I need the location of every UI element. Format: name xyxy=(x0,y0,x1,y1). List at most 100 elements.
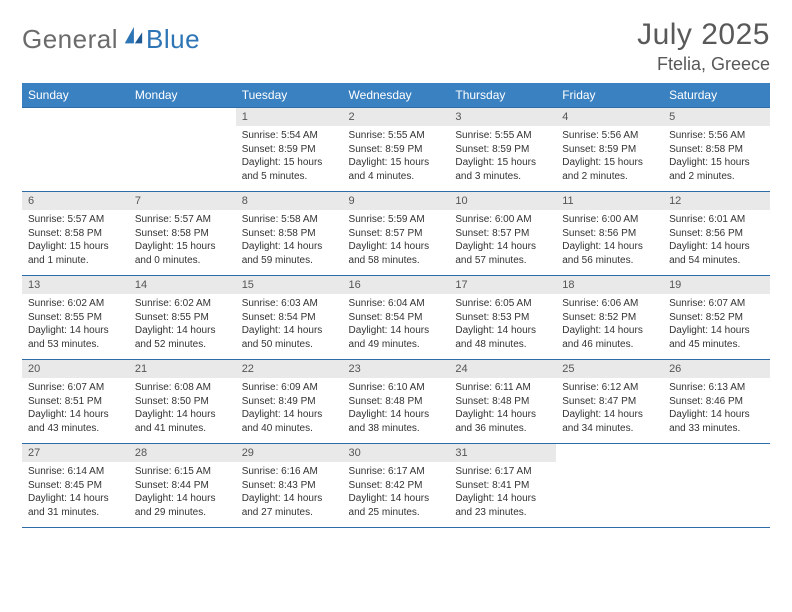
daylight-text: Daylight: 14 hours and 46 minutes. xyxy=(562,324,657,351)
day-number: 20 xyxy=(22,360,129,378)
sunset-text: Sunset: 8:58 PM xyxy=(28,227,123,241)
day-number: 21 xyxy=(129,360,236,378)
day-details: Sunrise: 6:13 AMSunset: 8:46 PMDaylight:… xyxy=(663,378,770,443)
day-number: 1 xyxy=(236,108,343,126)
sunset-text: Sunset: 8:53 PM xyxy=(455,311,550,325)
calendar-day-cell: 18Sunrise: 6:06 AMSunset: 8:52 PMDayligh… xyxy=(556,276,663,360)
sunrise-text: Sunrise: 5:58 AM xyxy=(242,213,337,227)
weekday-header: Tuesday xyxy=(236,83,343,108)
day-number: 8 xyxy=(236,192,343,210)
calendar-day-cell: 2Sunrise: 5:55 AMSunset: 8:59 PMDaylight… xyxy=(343,108,450,192)
day-number: 11 xyxy=(556,192,663,210)
calendar-day-cell: 25Sunrise: 6:12 AMSunset: 8:47 PMDayligh… xyxy=(556,360,663,444)
day-details: Sunrise: 6:17 AMSunset: 8:42 PMDaylight:… xyxy=(343,462,450,527)
sunset-text: Sunset: 8:59 PM xyxy=(455,143,550,157)
day-details: Sunrise: 5:56 AMSunset: 8:58 PMDaylight:… xyxy=(663,126,770,191)
calendar-week-row: 13Sunrise: 6:02 AMSunset: 8:55 PMDayligh… xyxy=(22,276,770,360)
day-number: 10 xyxy=(449,192,556,210)
calendar-week-row: 6Sunrise: 5:57 AMSunset: 8:58 PMDaylight… xyxy=(22,192,770,276)
weekday-header: Monday xyxy=(129,83,236,108)
calendar-day-cell: 13Sunrise: 6:02 AMSunset: 8:55 PMDayligh… xyxy=(22,276,129,360)
sunset-text: Sunset: 8:59 PM xyxy=(242,143,337,157)
daylight-text: Daylight: 15 hours and 1 minute. xyxy=(28,240,123,267)
day-details: Sunrise: 5:57 AMSunset: 8:58 PMDaylight:… xyxy=(129,210,236,275)
day-details: Sunrise: 5:55 AMSunset: 8:59 PMDaylight:… xyxy=(449,126,556,191)
sunset-text: Sunset: 8:49 PM xyxy=(242,395,337,409)
sunset-text: Sunset: 8:52 PM xyxy=(669,311,764,325)
daylight-text: Daylight: 14 hours and 43 minutes. xyxy=(28,408,123,435)
day-number: 14 xyxy=(129,276,236,294)
daylight-text: Daylight: 14 hours and 59 minutes. xyxy=(242,240,337,267)
sunrise-text: Sunrise: 6:07 AM xyxy=(669,297,764,311)
calendar-day-cell: 30Sunrise: 6:17 AMSunset: 8:42 PMDayligh… xyxy=(343,444,450,528)
daylight-text: Daylight: 15 hours and 4 minutes. xyxy=(349,156,444,183)
sunset-text: Sunset: 8:57 PM xyxy=(349,227,444,241)
day-details: Sunrise: 6:11 AMSunset: 8:48 PMDaylight:… xyxy=(449,378,556,443)
sunrise-text: Sunrise: 6:09 AM xyxy=(242,381,337,395)
calendar-day-cell: 9Sunrise: 5:59 AMSunset: 8:57 PMDaylight… xyxy=(343,192,450,276)
daylight-text: Daylight: 14 hours and 52 minutes. xyxy=(135,324,230,351)
daylight-text: Daylight: 14 hours and 36 minutes. xyxy=(455,408,550,435)
calendar-week-row: 20Sunrise: 6:07 AMSunset: 8:51 PMDayligh… xyxy=(22,360,770,444)
day-number: 30 xyxy=(343,444,450,462)
day-number: 17 xyxy=(449,276,556,294)
daylight-text: Daylight: 14 hours and 31 minutes. xyxy=(28,492,123,519)
sunrise-text: Sunrise: 6:01 AM xyxy=(669,213,764,227)
calendar-day-cell: 20Sunrise: 6:07 AMSunset: 8:51 PMDayligh… xyxy=(22,360,129,444)
daylight-text: Daylight: 14 hours and 23 minutes. xyxy=(455,492,550,519)
day-number: 9 xyxy=(343,192,450,210)
day-details: Sunrise: 6:10 AMSunset: 8:48 PMDaylight:… xyxy=(343,378,450,443)
calendar-page: General Blue July 2025 Ftelia, Greece Su… xyxy=(0,0,792,612)
day-details: Sunrise: 6:07 AMSunset: 8:51 PMDaylight:… xyxy=(22,378,129,443)
sunrise-text: Sunrise: 5:56 AM xyxy=(669,129,764,143)
sunset-text: Sunset: 8:47 PM xyxy=(562,395,657,409)
sunrise-text: Sunrise: 6:13 AM xyxy=(669,381,764,395)
sunrise-text: Sunrise: 6:00 AM xyxy=(562,213,657,227)
day-details: Sunrise: 5:56 AMSunset: 8:59 PMDaylight:… xyxy=(556,126,663,191)
daylight-text: Daylight: 15 hours and 2 minutes. xyxy=(669,156,764,183)
sunrise-text: Sunrise: 5:59 AM xyxy=(349,213,444,227)
location-label: Ftelia, Greece xyxy=(637,54,770,75)
sunrise-text: Sunrise: 5:57 AM xyxy=(28,213,123,227)
weekday-header: Wednesday xyxy=(343,83,450,108)
day-number: 7 xyxy=(129,192,236,210)
day-number: 15 xyxy=(236,276,343,294)
daylight-text: Daylight: 14 hours and 54 minutes. xyxy=(669,240,764,267)
day-details: Sunrise: 6:17 AMSunset: 8:41 PMDaylight:… xyxy=(449,462,556,527)
calendar-week-row: 1Sunrise: 5:54 AMSunset: 8:59 PMDaylight… xyxy=(22,108,770,192)
sunset-text: Sunset: 8:46 PM xyxy=(669,395,764,409)
day-details: Sunrise: 6:04 AMSunset: 8:54 PMDaylight:… xyxy=(343,294,450,359)
sunrise-text: Sunrise: 6:11 AM xyxy=(455,381,550,395)
sunset-text: Sunset: 8:54 PM xyxy=(349,311,444,325)
day-number: 26 xyxy=(663,360,770,378)
calendar-day-cell: 28Sunrise: 6:15 AMSunset: 8:44 PMDayligh… xyxy=(129,444,236,528)
sunset-text: Sunset: 8:59 PM xyxy=(349,143,444,157)
sunset-text: Sunset: 8:58 PM xyxy=(135,227,230,241)
day-details: Sunrise: 6:07 AMSunset: 8:52 PMDaylight:… xyxy=(663,294,770,359)
day-number: 25 xyxy=(556,360,663,378)
day-details: Sunrise: 6:08 AMSunset: 8:50 PMDaylight:… xyxy=(129,378,236,443)
sunset-text: Sunset: 8:48 PM xyxy=(455,395,550,409)
day-number: 19 xyxy=(663,276,770,294)
day-number: 6 xyxy=(22,192,129,210)
sunset-text: Sunset: 8:50 PM xyxy=(135,395,230,409)
sunrise-text: Sunrise: 6:16 AM xyxy=(242,465,337,479)
day-number: 12 xyxy=(663,192,770,210)
day-number: 16 xyxy=(343,276,450,294)
day-number: 29 xyxy=(236,444,343,462)
day-number: 18 xyxy=(556,276,663,294)
sunrise-text: Sunrise: 6:04 AM xyxy=(349,297,444,311)
daylight-text: Daylight: 14 hours and 56 minutes. xyxy=(562,240,657,267)
month-title: July 2025 xyxy=(637,18,770,52)
daylight-text: Daylight: 14 hours and 53 minutes. xyxy=(28,324,123,351)
day-details: Sunrise: 6:05 AMSunset: 8:53 PMDaylight:… xyxy=(449,294,556,359)
weekday-header: Thursday xyxy=(449,83,556,108)
sunrise-text: Sunrise: 6:17 AM xyxy=(349,465,444,479)
calendar-day-cell: 23Sunrise: 6:10 AMSunset: 8:48 PMDayligh… xyxy=(343,360,450,444)
sunset-text: Sunset: 8:55 PM xyxy=(135,311,230,325)
calendar-day-cell: 17Sunrise: 6:05 AMSunset: 8:53 PMDayligh… xyxy=(449,276,556,360)
calendar-day-cell: 24Sunrise: 6:11 AMSunset: 8:48 PMDayligh… xyxy=(449,360,556,444)
daylight-text: Daylight: 14 hours and 48 minutes. xyxy=(455,324,550,351)
calendar-day-cell xyxy=(129,108,236,192)
calendar-table: Sunday Monday Tuesday Wednesday Thursday… xyxy=(22,83,770,528)
